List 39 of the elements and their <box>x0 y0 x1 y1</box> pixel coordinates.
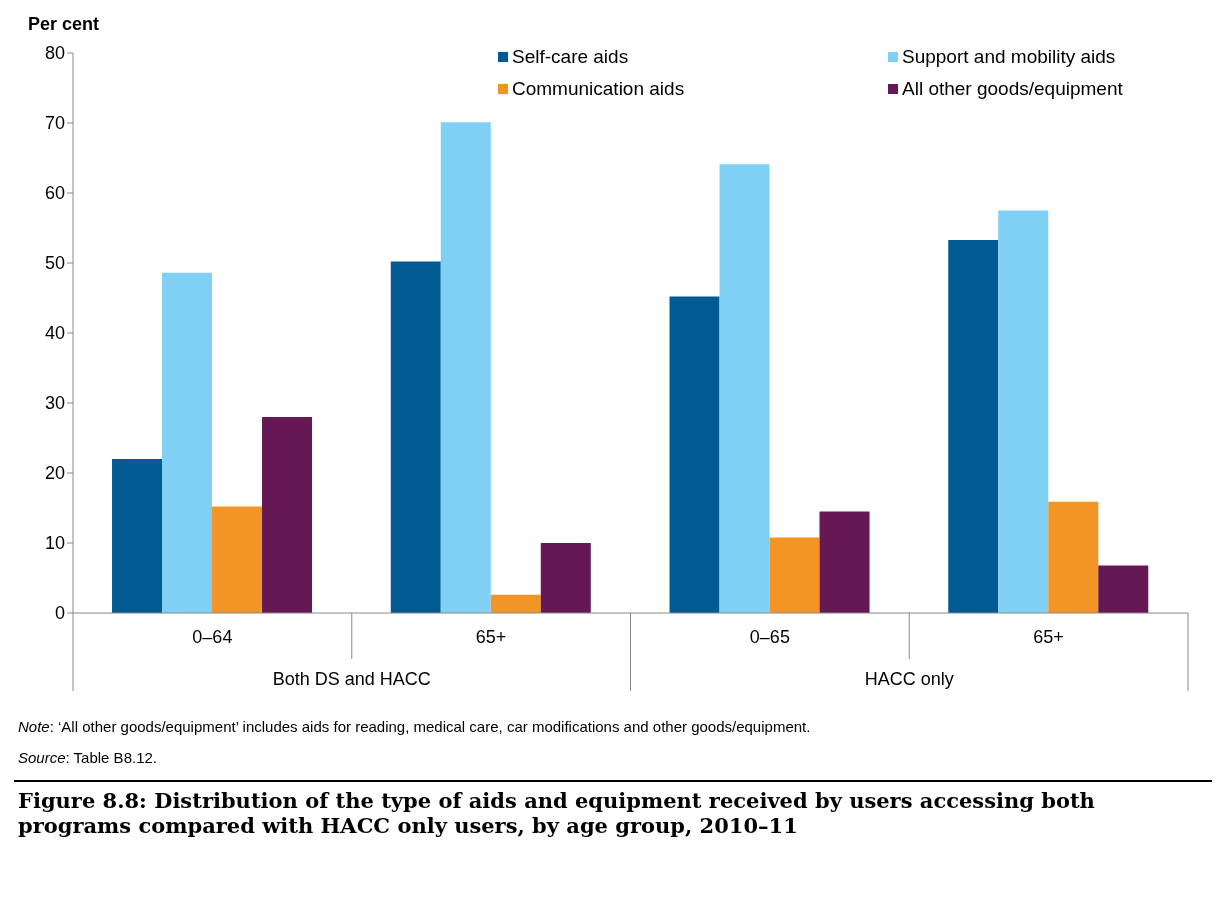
x-tick-label: 0–64 <box>192 627 233 647</box>
x-tick-label: 65+ <box>1033 627 1064 647</box>
legend-label: Support and mobility aids <box>902 46 1116 68</box>
bar <box>719 164 770 613</box>
x-tick-label: 0–65 <box>749 627 790 647</box>
y-tick-label: 70 <box>44 113 65 134</box>
legend-label: Self-care aids <box>512 46 629 68</box>
source-note: Source: Table B8.12. <box>18 749 157 766</box>
legend-label: Communication aids <box>512 78 685 100</box>
bar <box>490 594 541 613</box>
y-tick-label: 20 <box>44 463 65 484</box>
y-tick-label: 40 <box>44 323 65 344</box>
text: Both DS and HACC <box>272 669 431 689</box>
legend-label: All other goods/equipment <box>902 78 1123 100</box>
y-tick-label: 10 <box>44 533 65 554</box>
text: HACC only <box>864 669 954 689</box>
bar <box>1048 501 1099 613</box>
text: Note: ‘All other goods/equipment’ includes aids for reading, medical care, car modifications and other goods/equipment. <box>18 718 811 735</box>
x-tick-label: 65+ <box>475 627 507 647</box>
bar <box>440 122 491 613</box>
bar <box>1098 565 1149 613</box>
bar <box>112 459 163 613</box>
y-tick-label: 80 <box>44 43 65 64</box>
y-tick-label: 50 <box>44 253 65 274</box>
bar <box>948 239 999 613</box>
bar <box>540 543 591 613</box>
text: Figure 8.8: Distribution of the type of aids and equipment received by users accessing both programs compared with HACC only users, by age group, 2010–11 <box>14 780 1212 844</box>
bar <box>669 296 720 613</box>
y-axis-title: Per cent <box>28 14 100 35</box>
bar <box>262 417 313 613</box>
y-tick-label: 60 <box>44 183 65 204</box>
bar <box>769 537 820 613</box>
bar <box>390 261 441 613</box>
bar <box>998 210 1049 613</box>
y-tick-label: 30 <box>44 393 65 414</box>
bar <box>212 506 263 613</box>
bar <box>819 511 870 613</box>
y-tick-label: 0 <box>54 603 65 624</box>
bar <box>162 272 213 613</box>
